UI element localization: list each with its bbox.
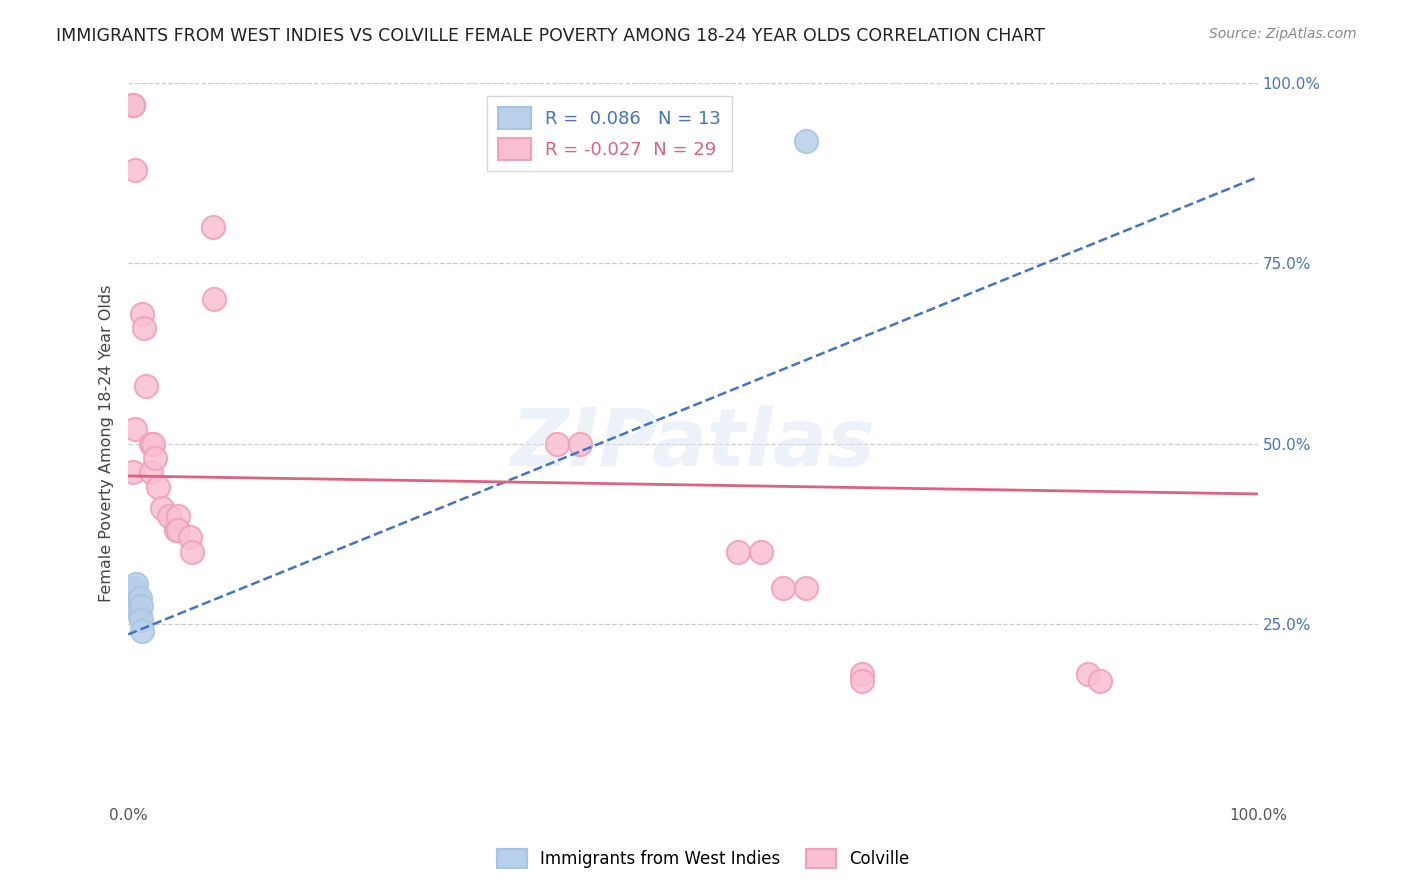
Point bbox=[143, 450, 166, 465]
Point bbox=[146, 480, 169, 494]
Point bbox=[124, 162, 146, 177]
Point bbox=[794, 581, 817, 595]
Point bbox=[167, 508, 190, 523]
Point bbox=[157, 508, 180, 523]
Point bbox=[131, 307, 153, 321]
Point bbox=[132, 321, 155, 335]
Point bbox=[127, 602, 149, 616]
Point bbox=[139, 466, 162, 480]
Point bbox=[139, 436, 162, 450]
Legend: Immigrants from West Indies, Colville: Immigrants from West Indies, Colville bbox=[491, 842, 915, 875]
Point bbox=[749, 544, 772, 558]
Point bbox=[124, 422, 146, 436]
Point bbox=[121, 591, 143, 606]
Legend: R =  0.086   N = 13, R = -0.027  N = 29: R = 0.086 N = 13, R = -0.027 N = 29 bbox=[488, 96, 733, 171]
Point bbox=[129, 613, 152, 627]
Point bbox=[125, 577, 148, 591]
Point bbox=[127, 599, 149, 613]
Point bbox=[122, 584, 145, 599]
Point bbox=[201, 220, 224, 235]
Point bbox=[124, 588, 146, 602]
Point bbox=[121, 466, 143, 480]
Point bbox=[851, 674, 873, 689]
Point bbox=[135, 379, 157, 393]
Point bbox=[851, 667, 873, 681]
Point bbox=[1077, 667, 1099, 681]
Text: Source: ZipAtlas.com: Source: ZipAtlas.com bbox=[1209, 27, 1357, 41]
Point bbox=[150, 501, 173, 516]
Point bbox=[128, 591, 150, 606]
Point bbox=[121, 98, 143, 112]
Point bbox=[202, 293, 225, 307]
Point bbox=[131, 624, 153, 638]
Point bbox=[727, 544, 749, 558]
Point bbox=[165, 523, 187, 537]
Point bbox=[142, 436, 165, 450]
Point bbox=[569, 436, 592, 450]
Text: ZIPatlas: ZIPatlas bbox=[510, 405, 876, 483]
Point bbox=[167, 523, 190, 537]
Point bbox=[122, 581, 145, 595]
Point bbox=[128, 609, 150, 624]
Y-axis label: Female Poverty Among 18-24 Year Olds: Female Poverty Among 18-24 Year Olds bbox=[100, 285, 114, 602]
Point bbox=[179, 530, 201, 544]
Point bbox=[1088, 674, 1111, 689]
Point bbox=[772, 581, 794, 595]
Point bbox=[180, 544, 202, 558]
Point bbox=[129, 599, 152, 613]
Point bbox=[547, 436, 569, 450]
Text: IMMIGRANTS FROM WEST INDIES VS COLVILLE FEMALE POVERTY AMONG 18-24 YEAR OLDS COR: IMMIGRANTS FROM WEST INDIES VS COLVILLE … bbox=[56, 27, 1045, 45]
Point bbox=[121, 98, 143, 112]
Point bbox=[794, 134, 817, 148]
